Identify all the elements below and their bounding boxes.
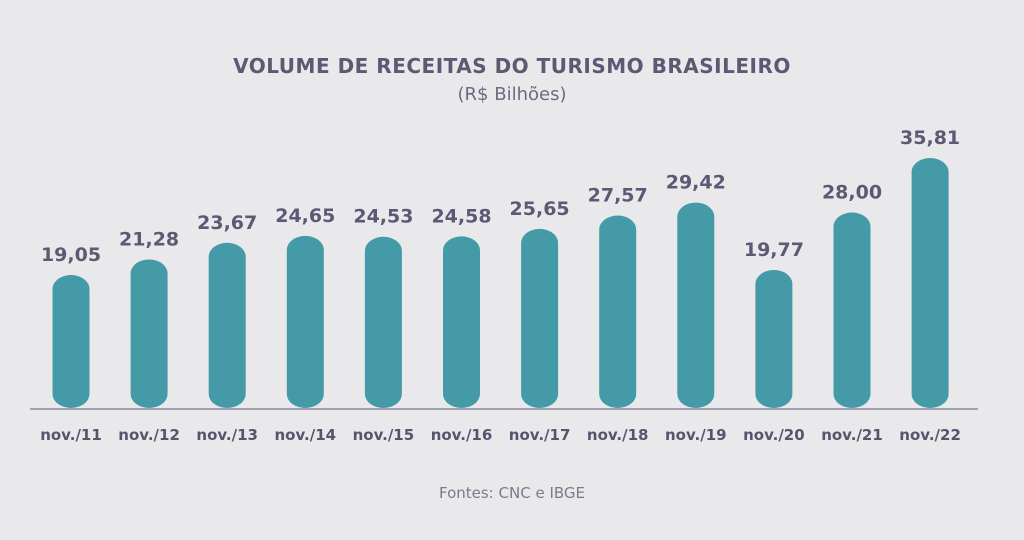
bar-nov./11 [52,275,90,408]
chart-subtitle: (R$ Bilhões) [457,84,567,105]
bar-nov./19 [677,202,715,408]
data-label: 24,53 [353,206,413,228]
data-label: 28,00 [822,182,882,204]
x-tick-label: nov./11 [40,426,102,444]
x-tick-label: nov./15 [353,426,415,444]
data-label: 21,28 [119,228,179,250]
x-tick-label: nov./19 [665,426,727,444]
bar-nov./21 [833,212,871,408]
data-label: 23,67 [197,212,257,234]
data-label: 27,57 [588,185,648,207]
data-label: 19,77 [744,239,804,261]
data-label: 19,05 [41,244,101,266]
data-label: 25,65 [510,198,570,220]
bar-nov./13 [208,242,246,408]
bar-nov./15 [364,236,402,408]
x-tick-label: nov./17 [509,426,571,444]
x-tick-label: nov./13 [196,426,258,444]
data-label: 29,42 [666,172,726,194]
bar-nov./12 [130,259,168,408]
data-label: 24,65 [275,205,335,227]
x-tick-label: nov./20 [743,426,805,444]
bar-nov./20 [755,269,793,408]
x-tick-label: nov./16 [431,426,493,444]
chart-title: VOLUME DE RECEITAS DO TURISMO BRASILEIRO [233,54,791,78]
x-tick-label: nov./22 [899,426,961,444]
x-tick-label: nov./18 [587,426,649,444]
bar-nov./18 [599,215,637,408]
data-label: 35,81 [900,127,960,149]
data-label: 24,58 [431,205,491,227]
bar-nov./22 [911,158,949,408]
x-tick-label: nov./21 [821,426,883,444]
x-tick-label: nov./12 [118,426,180,444]
bar-nov./14 [286,235,324,408]
source-note: Fontes: CNC e IBGE [438,484,585,502]
x-tick-label: nov./14 [275,426,337,444]
bar-nov./17 [521,228,559,408]
bar-nov./16 [443,236,480,408]
